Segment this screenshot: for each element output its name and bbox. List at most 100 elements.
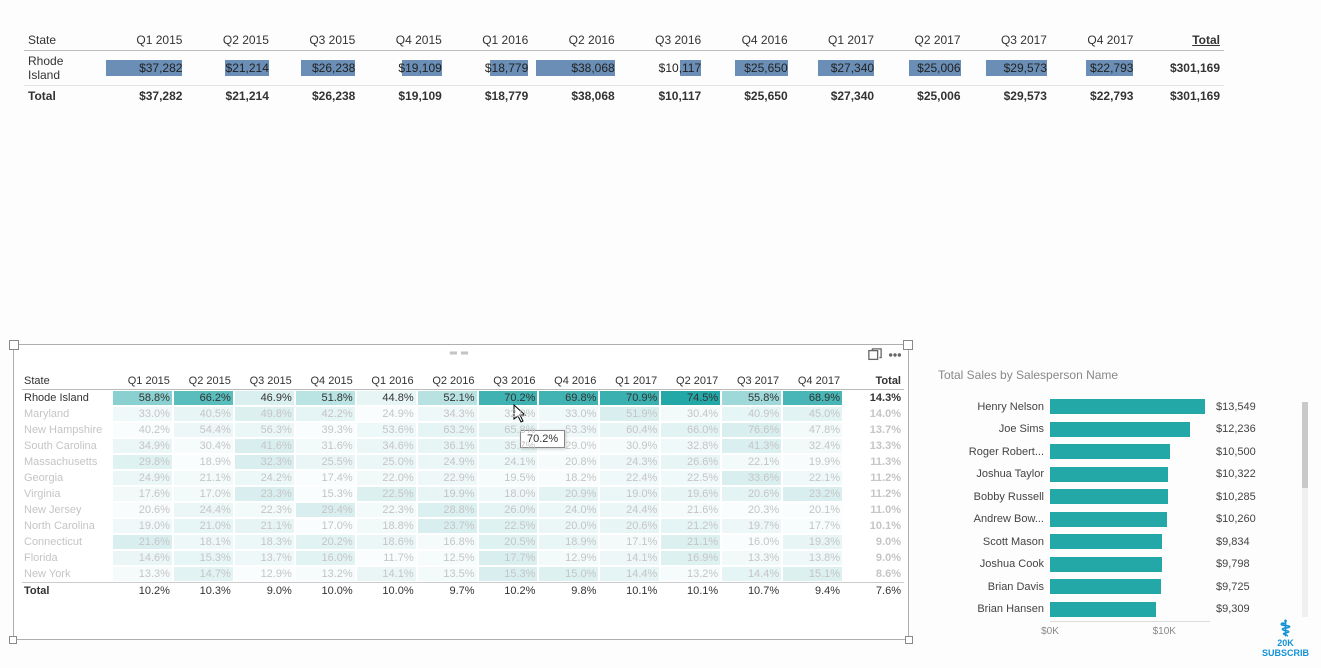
data-cell[interactable]: 40.5% [173,406,234,422]
data-cell[interactable]: 12.5% [417,550,478,566]
bar-row[interactable]: Roger Robert...$10,500 [938,441,1308,462]
data-cell[interactable]: 13.7% [234,550,295,566]
data-cell[interactable]: $37,282 [100,51,186,86]
data-cell[interactable]: 22.5% [478,518,539,534]
data-cell[interactable]: 16.8% [417,534,478,550]
data-cell[interactable]: 18.3% [234,534,295,550]
data-cell[interactable]: 22.4% [599,470,660,486]
data-cell[interactable]: 20.3% [721,502,782,518]
col-header-quarter[interactable]: Q1 2016 [356,373,417,390]
data-cell[interactable]: 14.6% [112,550,173,566]
table-row[interactable]: South Carolina34.9%30.4%41.6%31.6%34.6%3… [22,438,904,454]
data-cell[interactable]: 20.2% [295,534,356,550]
data-cell[interactable]: 70.2% [478,390,539,407]
bar[interactable] [1050,557,1162,572]
data-cell[interactable]: 60.4% [599,422,660,438]
data-cell[interactable]: 12.9% [234,566,295,583]
data-cell[interactable]: 63.2% [417,422,478,438]
bar[interactable] [1050,399,1205,414]
data-cell[interactable]: 17.7% [782,518,843,534]
bar-row[interactable]: Bobby Russell$10,285 [938,486,1308,507]
data-cell[interactable]: 24.4% [173,502,234,518]
data-cell[interactable]: 14.7% [173,566,234,583]
col-header-quarter[interactable]: Q4 2015 [295,373,356,390]
data-cell[interactable]: 14.4% [721,566,782,583]
col-header-quarter[interactable]: Q4 2015 [359,30,445,51]
table-row[interactable]: New Jersey20.6%24.4%22.3%29.4%22.3%28.8%… [22,502,904,518]
data-cell[interactable]: 19.0% [112,518,173,534]
data-cell[interactable]: 24.3% [599,454,660,470]
data-cell[interactable]: 30.4% [173,438,234,454]
data-cell[interactable]: 17.6% [112,486,173,502]
data-cell[interactable]: 70.9% [599,390,660,407]
row-header[interactable]: Massachusetts [22,454,112,470]
bar-row[interactable]: Brian Davis$9,725 [938,576,1308,597]
data-cell[interactable]: 18.9% [538,534,599,550]
data-cell[interactable]: 32.8% [660,438,721,454]
sales-bar-chart[interactable]: Total Sales by Salesperson Name Henry Ne… [938,368,1308,641]
data-cell[interactable]: 31.6% [295,438,356,454]
data-cell[interactable]: 45.0% [782,406,843,422]
data-cell[interactable]: 20.6% [599,518,660,534]
data-cell[interactable]: 22.9% [417,470,478,486]
row-header[interactable]: Maryland [22,406,112,422]
data-cell[interactable]: 14.1% [356,566,417,583]
data-cell[interactable]: 16.0% [295,550,356,566]
data-cell[interactable]: 22.1% [782,470,843,486]
data-cell[interactable]: 20.1% [782,502,843,518]
data-cell[interactable]: 33.0% [112,406,173,422]
data-cell[interactable]: $25,650 [705,51,791,86]
data-cell[interactable]: $18,779 [446,51,532,86]
col-header-quarter[interactable]: Q3 2015 [273,30,359,51]
row-header[interactable]: Virginia [22,486,112,502]
data-cell[interactable]: 13.2% [295,566,356,583]
data-cell[interactable]: 47.8% [782,422,843,438]
data-cell[interactable]: 12.9% [538,550,599,566]
percent-matrix-visual[interactable]: ══ StateQ1 2015Q2 2015Q3 2015Q4 2015Q1 2… [13,344,909,640]
table-row[interactable]: Connecticut21.6%18.1%18.3%20.2%18.6%16.8… [22,534,904,550]
table-row[interactable]: Georgia24.9%21.1%24.2%17.4%22.0%22.9%19.… [22,470,904,486]
bar[interactable] [1050,534,1162,549]
data-cell[interactable]: $25,006 [878,51,964,86]
data-cell[interactable]: 23.7% [417,518,478,534]
table-row[interactable]: New Hampshire40.2%54.4%56.3%39.3%53.6%63… [22,422,904,438]
data-cell[interactable]: 22.5% [660,470,721,486]
data-cell[interactable]: 44.8% [356,390,417,407]
data-cell[interactable]: 20.8% [538,454,599,470]
data-cell[interactable]: 15.3% [173,550,234,566]
col-header-quarter[interactable]: Q2 2016 [532,30,618,51]
data-cell[interactable]: 24.9% [417,454,478,470]
data-cell[interactable]: 51.9% [599,406,660,422]
drag-handle[interactable]: ══ [450,348,472,359]
data-cell[interactable]: 51.8% [295,390,356,407]
data-cell[interactable]: 36.1% [417,438,478,454]
data-cell[interactable]: 20.6% [721,486,782,502]
col-header-quarter[interactable]: Q4 2017 [1051,30,1137,51]
data-cell[interactable]: 17.1% [599,534,660,550]
row-header[interactable]: Georgia [22,470,112,486]
more-options-icon[interactable] [888,348,902,365]
data-cell[interactable]: 20.9% [538,486,599,502]
table-row[interactable]: Rhode Island58.8%66.2%46.9%51.8%44.8%52.… [22,390,904,407]
bar[interactable] [1050,489,1168,504]
row-header[interactable]: Rhode Island [22,390,112,407]
data-cell[interactable]: $29,573 [965,51,1051,86]
data-cell[interactable]: 21.6% [660,502,721,518]
data-cell[interactable]: 66.0% [660,422,721,438]
table-row[interactable]: Florida14.6%15.3%13.7%16.0%11.7%12.5%17.… [22,550,904,566]
data-cell[interactable]: 26.0% [478,502,539,518]
table-row[interactable]: North Carolina19.0%21.0%21.1%17.0%18.8%2… [22,518,904,534]
data-cell[interactable]: 35.7% [478,438,539,454]
data-cell[interactable]: 22.5% [356,486,417,502]
data-cell[interactable]: 17.4% [295,470,356,486]
row-header[interactable]: New York [22,566,112,583]
data-cell[interactable]: 13.2% [660,566,721,583]
data-cell[interactable]: 34.3% [417,406,478,422]
data-cell[interactable]: 24.4% [599,502,660,518]
data-cell[interactable]: 17.0% [295,518,356,534]
col-header-quarter[interactable]: Q1 2016 [446,30,532,51]
data-cell[interactable]: 19.7% [721,518,782,534]
data-cell[interactable]: 65.8% [478,422,539,438]
data-cell[interactable]: 21.6% [112,534,173,550]
col-header-quarter[interactable]: Q4 2016 [705,30,791,51]
